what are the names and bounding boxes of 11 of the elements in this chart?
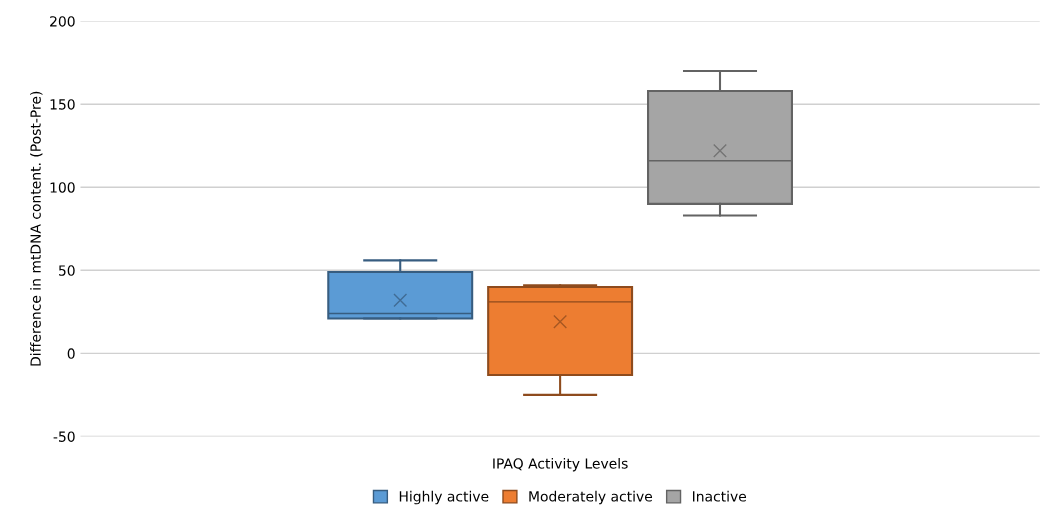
y-tick-label: 50 <box>59 265 75 276</box>
y-tick-label: 150 <box>50 99 75 110</box>
x-axis-title: IPAQ Activity Levels <box>493 457 628 472</box>
y-tick-label: -50 <box>53 431 75 442</box>
y-tick-label: 200 <box>50 16 75 27</box>
legend-label: Moderately active <box>529 490 653 505</box>
y-tick-label: 100 <box>50 182 75 193</box>
legend-label: Inactive <box>693 490 747 502</box>
y-tick-label: 0 <box>67 348 75 359</box>
y-axis-title: Difference in mtDNA content. (Post-Pre) <box>30 91 43 366</box>
legend-label: Highly active <box>399 490 489 505</box>
